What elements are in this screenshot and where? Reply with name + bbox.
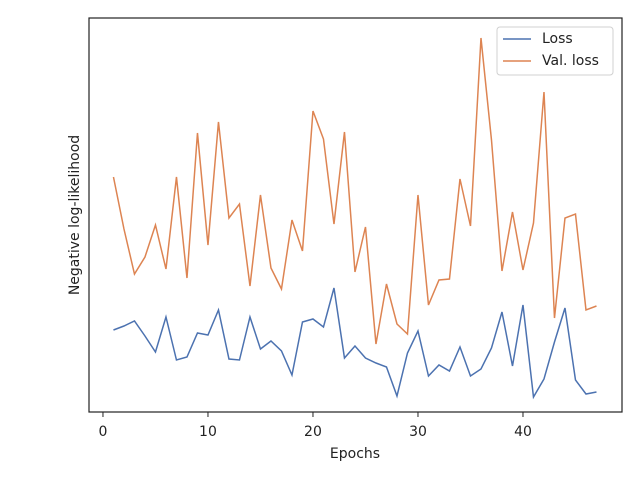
y-axis-label: Negative log-likelihood	[67, 135, 83, 295]
x-axis-label: Epochs	[330, 446, 380, 462]
legend-label: Loss	[542, 31, 573, 47]
line	[112, 37, 597, 345]
x-tick-label: 30	[409, 424, 427, 440]
x-tick-label: 40	[514, 424, 532, 440]
line	[113, 287, 597, 400]
legend-label: Val. loss	[542, 53, 599, 69]
x-tick-label: 0	[99, 424, 108, 440]
x-tick-label: 10	[199, 424, 217, 440]
plot-frame	[88, 17, 623, 413]
x-tick-label: 20	[304, 424, 322, 440]
